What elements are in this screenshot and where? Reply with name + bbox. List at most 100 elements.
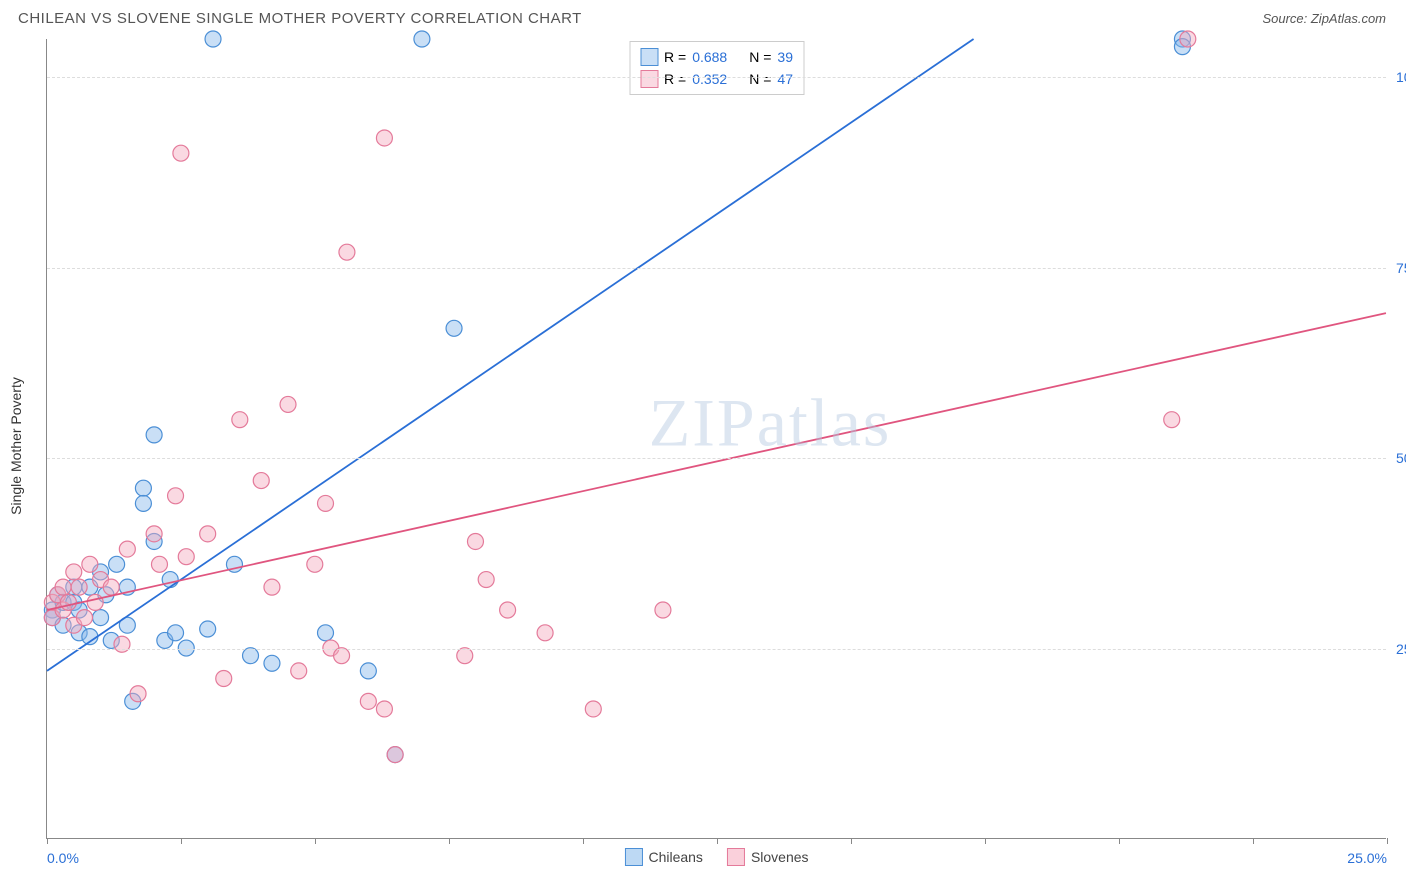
- legend-stats: R = 0.688 N = 39 R = 0.352 N = 47: [629, 41, 804, 95]
- data-point: [318, 495, 334, 511]
- x-tick: [1119, 838, 1120, 844]
- data-point: [339, 244, 355, 260]
- data-point: [446, 320, 462, 336]
- data-point: [376, 701, 392, 717]
- data-point: [130, 686, 146, 702]
- data-point: [264, 655, 280, 671]
- y-tick-label: 100.0%: [1390, 69, 1406, 85]
- y-tick-label: 50.0%: [1390, 450, 1406, 466]
- x-tick-label: 0.0%: [47, 850, 79, 866]
- data-point: [457, 648, 473, 664]
- legend-r-label: R =: [664, 49, 686, 65]
- x-tick: [181, 838, 182, 844]
- data-point: [500, 602, 516, 618]
- legend-row: R = 0.688 N = 39: [640, 46, 793, 68]
- x-tick: [583, 838, 584, 844]
- data-point: [232, 412, 248, 428]
- data-point: [178, 549, 194, 565]
- legend-swatch: [640, 48, 658, 66]
- regression-line: [47, 39, 974, 671]
- legend-series: Chileans Slovenes: [624, 848, 808, 866]
- data-point: [537, 625, 553, 641]
- legend-swatch: [640, 70, 658, 88]
- data-point: [76, 610, 92, 626]
- data-point: [216, 671, 232, 687]
- source-label: Source: ZipAtlas.com: [1262, 11, 1386, 26]
- data-point: [414, 31, 430, 47]
- data-point: [151, 556, 167, 572]
- page-title: CHILEAN VS SLOVENE SINGLE MOTHER POVERTY…: [18, 10, 582, 27]
- data-point: [360, 663, 376, 679]
- data-point: [200, 621, 216, 637]
- data-point: [168, 488, 184, 504]
- y-tick-label: 75.0%: [1390, 260, 1406, 276]
- legend-n-label: N =: [749, 49, 771, 65]
- x-tick: [449, 838, 450, 844]
- gridline: [47, 268, 1386, 269]
- gridline: [47, 77, 1386, 78]
- scatter-plot: [47, 39, 1386, 838]
- data-point: [168, 625, 184, 641]
- data-point: [264, 579, 280, 595]
- legend-r-value: 0.352: [692, 71, 727, 87]
- data-point: [253, 473, 269, 489]
- legend-label: Chileans: [648, 849, 702, 865]
- x-tick: [717, 838, 718, 844]
- data-point: [243, 648, 259, 664]
- data-point: [135, 495, 151, 511]
- data-point: [1180, 31, 1196, 47]
- legend-n-value: 47: [777, 71, 793, 87]
- x-tick-label: 25.0%: [1347, 850, 1387, 866]
- data-point: [173, 145, 189, 161]
- data-point: [318, 625, 334, 641]
- legend-label: Slovenes: [751, 849, 809, 865]
- x-tick: [1387, 838, 1388, 844]
- data-point: [307, 556, 323, 572]
- y-tick-label: 25.0%: [1390, 641, 1406, 657]
- data-point: [376, 130, 392, 146]
- data-point: [360, 693, 376, 709]
- gridline: [47, 458, 1386, 459]
- data-point: [291, 663, 307, 679]
- legend-n-label: N =: [749, 71, 771, 87]
- data-point: [114, 636, 130, 652]
- legend-swatch: [727, 848, 745, 866]
- data-point: [162, 572, 178, 588]
- x-tick: [985, 838, 986, 844]
- legend-swatch: [624, 848, 642, 866]
- x-tick: [47, 838, 48, 844]
- data-point: [585, 701, 601, 717]
- x-tick: [851, 838, 852, 844]
- data-point: [93, 610, 109, 626]
- data-point: [71, 579, 87, 595]
- data-point: [146, 427, 162, 443]
- data-point: [1164, 412, 1180, 428]
- data-point: [103, 579, 119, 595]
- data-point: [87, 594, 103, 610]
- chart-area: ZIPatlas R = 0.688 N = 39 R = 0.352 N = …: [46, 39, 1386, 839]
- data-point: [119, 541, 135, 557]
- data-point: [205, 31, 221, 47]
- data-point: [82, 556, 98, 572]
- data-point: [146, 526, 162, 542]
- x-tick: [315, 838, 316, 844]
- legend-row: R = 0.352 N = 47: [640, 68, 793, 90]
- gridline: [47, 649, 1386, 650]
- data-point: [66, 564, 82, 580]
- legend-r-label: R =: [664, 71, 686, 87]
- legend-item: Slovenes: [727, 848, 809, 866]
- legend-item: Chileans: [624, 848, 702, 866]
- data-point: [55, 579, 71, 595]
- data-point: [135, 480, 151, 496]
- y-axis-label: Single Mother Poverty: [8, 377, 24, 515]
- data-point: [60, 594, 76, 610]
- regression-line: [47, 313, 1386, 610]
- legend-n-value: 39: [777, 49, 793, 65]
- data-point: [478, 572, 494, 588]
- data-point: [280, 396, 296, 412]
- header: CHILEAN VS SLOVENE SINGLE MOTHER POVERTY…: [0, 0, 1406, 35]
- data-point: [200, 526, 216, 542]
- x-tick: [1253, 838, 1254, 844]
- data-point: [334, 648, 350, 664]
- data-point: [467, 533, 483, 549]
